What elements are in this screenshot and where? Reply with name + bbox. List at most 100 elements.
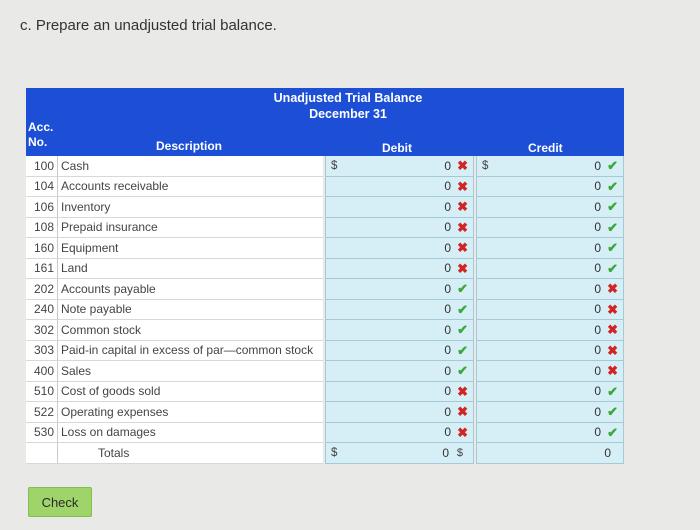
- credit-input[interactable]: 0 ✔: [476, 176, 624, 197]
- credit-input[interactable]: 0 ✔: [476, 402, 624, 423]
- debit-input[interactable]: 0 ✖: [325, 238, 474, 259]
- x-mark-icon: ✖: [607, 281, 618, 297]
- credit-value: 0: [594, 240, 601, 255]
- check-button[interactable]: Check: [28, 487, 92, 517]
- check-mark-icon: ✔: [457, 281, 468, 297]
- check-mark-icon: ✔: [607, 158, 618, 174]
- totals-debit-value: 0: [442, 445, 449, 460]
- table-row: 530 Loss on damages 0 ✖ 0 ✔: [26, 422, 624, 443]
- table-title: Unadjusted Trial Balance December 31: [226, 90, 470, 122]
- credit-input[interactable]: $0 ✔: [476, 156, 624, 177]
- table-row: 510 Cost of goods sold 0 ✖ 0 ✔: [26, 381, 624, 402]
- table-row: 108 Prepaid insurance 0 ✖ 0 ✔: [26, 217, 624, 238]
- credit-value: 0: [594, 322, 601, 337]
- debit-value: 0: [444, 240, 451, 255]
- debit-input[interactable]: 0 ✖: [325, 217, 474, 238]
- totals-credit-value: 0: [604, 445, 611, 460]
- credit-value: 0: [594, 179, 601, 194]
- account-description: Note payable: [58, 299, 323, 320]
- debit-value: 0: [444, 384, 451, 399]
- debit-input[interactable]: 0 ✔: [325, 361, 474, 382]
- account-number: 100: [26, 156, 58, 177]
- check-mark-icon: ✔: [457, 363, 468, 379]
- credit-input[interactable]: 0 ✔: [476, 217, 624, 238]
- credit-input[interactable]: 0 ✔: [476, 381, 624, 402]
- check-mark-icon: ✔: [457, 301, 468, 317]
- x-mark-icon: ✖: [457, 178, 468, 194]
- acc-no-header: Acc. No.: [28, 120, 53, 150]
- table-row: 302 Common stock 0 ✔ 0 ✖: [26, 320, 624, 341]
- table-row: 161 Land 0 ✖ 0 ✔: [26, 258, 624, 279]
- x-mark-icon: ✖: [607, 322, 618, 338]
- credit-input[interactable]: 0 ✖: [476, 361, 624, 382]
- x-mark-icon: ✖: [457, 158, 468, 174]
- debit-value: 0: [444, 343, 451, 358]
- credit-input[interactable]: 0 ✖: [476, 320, 624, 341]
- account-number: 522: [26, 402, 58, 423]
- table-header: Unadjusted Trial Balance December 31 Acc…: [26, 88, 624, 156]
- debit-input[interactable]: 0 ✔: [325, 299, 474, 320]
- account-number: 161: [26, 258, 58, 279]
- credit-input[interactable]: 0 ✔: [476, 258, 624, 279]
- totals-credit-dollar: $: [456, 446, 463, 459]
- totals-debit-field: $ 0 $: [325, 443, 474, 464]
- credit-input[interactable]: 0 ✔: [476, 422, 624, 443]
- debit-input[interactable]: 0 ✖: [325, 422, 474, 443]
- debit-input[interactable]: 0 ✖: [325, 381, 474, 402]
- credit-input[interactable]: 0 ✔: [476, 238, 624, 259]
- account-description: Paid-in capital in excess of par—common …: [58, 340, 323, 361]
- check-mark-icon: ✔: [607, 178, 618, 194]
- x-mark-icon: ✖: [457, 424, 468, 440]
- account-description: Cost of goods sold: [58, 381, 323, 402]
- debit-input[interactable]: 0 ✖: [325, 258, 474, 279]
- account-description: Inventory: [58, 197, 323, 218]
- debit-input[interactable]: 0 ✔: [325, 279, 474, 300]
- table-row: 303 Paid-in capital in excess of par—comm…: [26, 340, 624, 361]
- account-number: 104: [26, 176, 58, 197]
- debit-value: 0: [444, 281, 451, 296]
- account-description: Loss on damages: [58, 422, 323, 443]
- debit-value: 0: [444, 199, 451, 214]
- totals-acc-cell: [26, 443, 58, 464]
- debit-input[interactable]: $0 ✖: [325, 156, 474, 177]
- account-number: 303: [26, 340, 58, 361]
- debit-value: 0: [444, 261, 451, 276]
- account-number: 302: [26, 320, 58, 341]
- credit-value: 0: [594, 158, 601, 173]
- credit-header: Credit: [528, 141, 563, 155]
- credit-value: 0: [594, 343, 601, 358]
- account-description: Cash: [58, 156, 323, 177]
- credit-input[interactable]: 0 ✖: [476, 340, 624, 361]
- credit-value: 0: [594, 404, 601, 419]
- account-number: 202: [26, 279, 58, 300]
- credit-value: 0: [594, 384, 601, 399]
- check-mark-icon: ✔: [607, 240, 618, 256]
- check-mark-icon: ✔: [607, 424, 618, 440]
- x-mark-icon: ✖: [457, 383, 468, 399]
- debit-dollar-sign: $: [331, 159, 338, 172]
- credit-input[interactable]: 0 ✖: [476, 279, 624, 300]
- x-mark-icon: ✖: [607, 342, 618, 358]
- debit-input[interactable]: 0 ✖: [325, 176, 474, 197]
- debit-input[interactable]: 0 ✖: [325, 197, 474, 218]
- check-mark-icon: ✔: [607, 260, 618, 276]
- debit-value: 0: [444, 322, 451, 337]
- debit-input[interactable]: 0 ✔: [325, 340, 474, 361]
- credit-input[interactable]: 0 ✔: [476, 197, 624, 218]
- debit-value: 0: [444, 404, 451, 419]
- check-mark-icon: ✔: [607, 383, 618, 399]
- credit-input[interactable]: 0 ✖: [476, 299, 624, 320]
- debit-input[interactable]: 0 ✔: [325, 320, 474, 341]
- check-mark-icon: ✔: [607, 199, 618, 215]
- account-description: Operating expenses: [58, 402, 323, 423]
- title-line1: Unadjusted Trial Balance: [273, 91, 423, 105]
- account-description: Sales: [58, 361, 323, 382]
- debit-input[interactable]: 0 ✖: [325, 402, 474, 423]
- debit-value: 0: [444, 425, 451, 440]
- acc-header-line2: No.: [28, 135, 48, 149]
- description-header: Description: [156, 139, 223, 153]
- account-description: Equipment: [58, 238, 323, 259]
- account-number: 400: [26, 361, 58, 382]
- credit-value: 0: [594, 261, 601, 276]
- credit-value: 0: [594, 281, 601, 296]
